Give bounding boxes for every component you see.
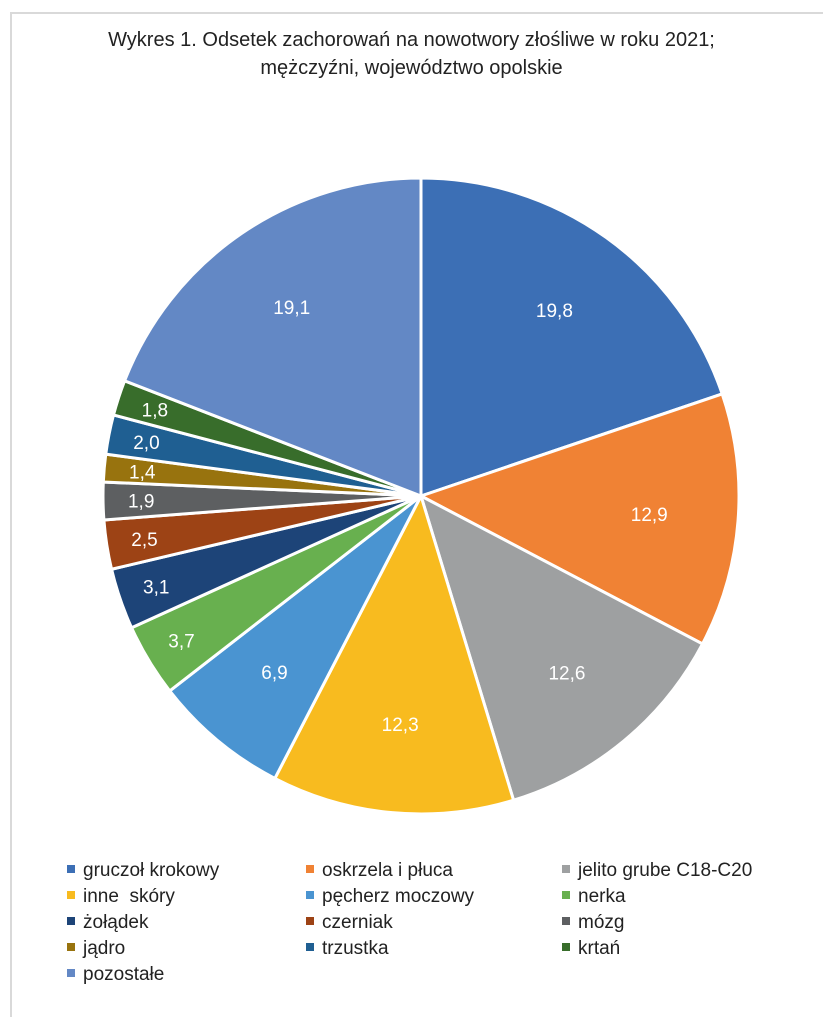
legend-item: mózg	[562, 910, 624, 936]
legend-swatch	[306, 916, 314, 925]
legend-item: oskrzela i płuca	[306, 858, 453, 884]
legend-item: inne skóry	[67, 884, 175, 910]
legend-label: pozostałe	[83, 964, 165, 985]
legend-label: trzustka	[322, 938, 389, 959]
legend-label: żołądek	[83, 912, 149, 933]
data-label-13: 19,1	[273, 298, 310, 319]
legend-swatch	[67, 916, 75, 925]
legend-label: krtań	[578, 938, 621, 959]
legend-swatch	[67, 968, 75, 977]
legend-label: nerka	[578, 886, 626, 907]
pie-slice-5	[167, 494, 423, 781]
data-label-6: 3,7	[168, 632, 194, 653]
data-label-4: 12,3	[382, 715, 419, 736]
data-label-3: 12,6	[548, 663, 585, 684]
pie-slice-4	[272, 492, 516, 816]
data-label-12: 1,8	[142, 401, 168, 422]
data-label-8: 2,5	[131, 530, 157, 551]
legend-label: oskrzela i płuca	[322, 860, 453, 881]
legend-swatch	[562, 942, 570, 951]
legend-swatch	[67, 942, 75, 951]
legend-item: jądro	[67, 936, 125, 962]
legend-swatch	[306, 942, 314, 951]
legend-item: pozostałe	[67, 962, 164, 988]
legend-swatch	[67, 864, 75, 873]
legend-label: inne skóry	[83, 886, 175, 907]
pie-slice-2	[417, 392, 741, 646]
legend-item: krtań	[562, 936, 620, 962]
data-label-11: 2,0	[133, 433, 159, 454]
legend-item: trzustka	[306, 936, 389, 962]
legend-item: pęcherz moczowy	[306, 884, 474, 910]
legend-swatch	[67, 890, 75, 899]
pie-chart: 19,8 12,9 12,6 12,3 6,9 3,7 3,1 2,5 1,9 1,4 2,0 1,8…	[101, 176, 741, 816]
data-label-2: 12,9	[631, 505, 668, 526]
legend-label: gruczoł krokowy	[83, 860, 220, 881]
data-label-5: 6,9	[261, 663, 287, 684]
legend-swatch	[562, 890, 570, 899]
pie-slice-1	[419, 176, 725, 499]
legend-label: mózg	[578, 912, 625, 933]
chart-title-line-1: Wykres 1. Odsetek zachorowań na nowotwor…	[108, 29, 715, 51]
data-label-10: 1,4	[129, 462, 156, 483]
legend-label: jelito grube C18-C20	[578, 860, 753, 881]
legend-item: gruczoł krokowy	[67, 858, 219, 884]
data-label-1: 19,8	[536, 301, 573, 322]
data-label-7: 3,1	[143, 578, 169, 599]
legend-item: żołądek	[67, 910, 149, 936]
chart-title: Wykres 1. Odsetek zachorowań na nowotwor…	[0, 26, 823, 82]
data-label-9: 1,9	[128, 491, 154, 512]
legend-label: jądro	[83, 938, 126, 959]
legend-item: czerniak	[306, 910, 393, 936]
legend-swatch	[562, 916, 570, 925]
legend-label: czerniak	[322, 912, 393, 933]
legend-label: pęcherz moczowy	[322, 886, 475, 907]
pie-slice-13	[122, 176, 423, 499]
legend-item: nerka	[562, 884, 626, 910]
legend-swatch	[306, 864, 314, 873]
legend-swatch	[306, 890, 314, 899]
chart-title-line-2: mężczyźni, województwo opolskie	[260, 57, 563, 79]
legend-item: jelito grube C18-C20	[562, 858, 752, 884]
legend-swatch	[562, 864, 570, 873]
